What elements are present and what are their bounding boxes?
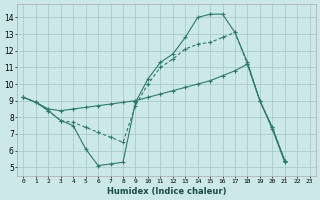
X-axis label: Humidex (Indice chaleur): Humidex (Indice chaleur) (107, 187, 226, 196)
